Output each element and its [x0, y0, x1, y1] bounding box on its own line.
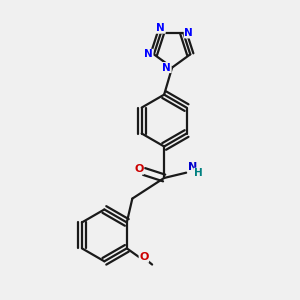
Text: O: O — [134, 164, 143, 174]
Text: N: N — [162, 63, 171, 73]
Text: N: N — [184, 28, 193, 38]
Text: N: N — [188, 162, 197, 172]
Text: O: O — [139, 252, 148, 262]
Text: N: N — [157, 23, 165, 33]
Text: H: H — [194, 168, 203, 178]
Text: N: N — [144, 49, 153, 59]
